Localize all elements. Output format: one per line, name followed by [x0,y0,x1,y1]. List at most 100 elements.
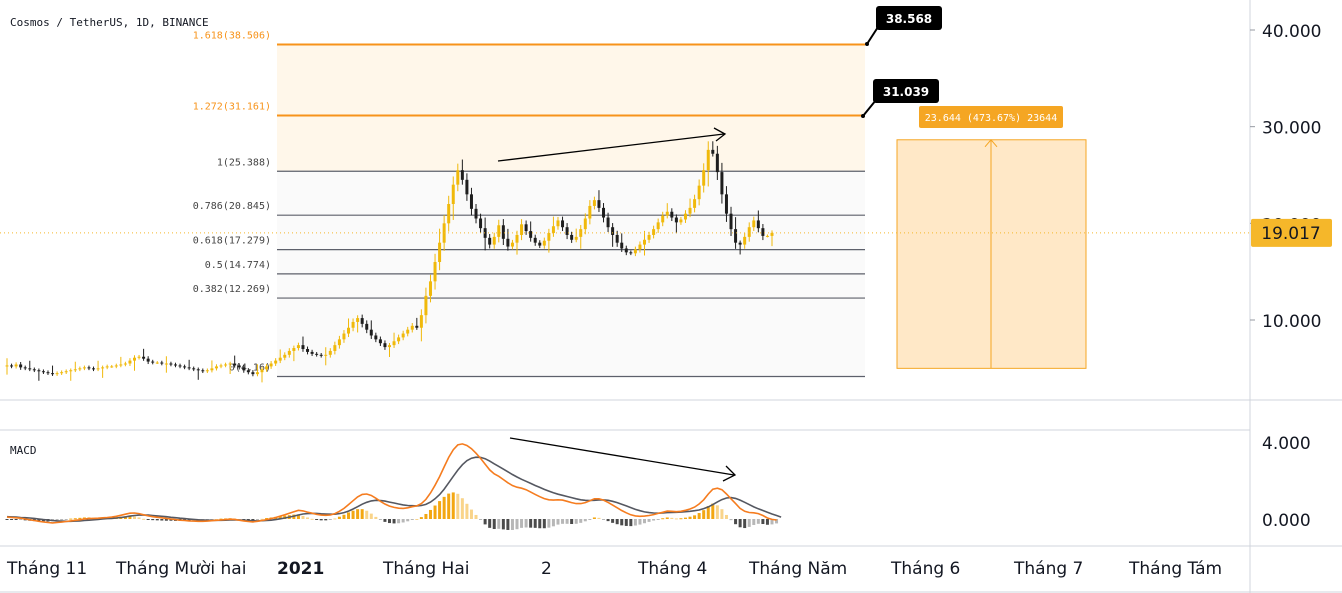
candle-body[interactable] [702,170,706,186]
candle-body[interactable] [620,242,624,249]
candle-body[interactable] [37,370,41,372]
candle-body[interactable] [447,204,451,224]
candle-body[interactable] [533,237,537,243]
candle-body[interactable] [69,370,73,372]
candle-body[interactable] [652,229,656,235]
candle-body[interactable] [369,329,373,336]
candle-body[interactable] [520,224,524,235]
candle-body[interactable] [378,339,382,344]
candle-body[interactable] [246,370,250,373]
candle-body[interactable] [529,231,533,238]
candle-body[interactable] [155,362,159,364]
candle-body[interactable] [697,185,701,200]
candle-body[interactable] [210,368,214,371]
candle-body[interactable] [734,229,738,243]
macd-signal-line[interactable] [6,456,782,523]
candle-body[interactable] [474,208,478,219]
candle-body[interactable] [524,224,528,232]
candle-body[interactable] [365,323,369,330]
candle-body[interactable] [670,211,674,218]
candle-body[interactable] [28,368,32,370]
candle-body[interactable] [55,373,59,375]
candle-body[interactable] [46,372,50,374]
candle-body[interactable] [41,371,45,373]
candle-body[interactable] [743,236,747,245]
candle-body[interactable] [428,281,432,296]
candle-body[interactable] [142,356,146,359]
candle-body[interactable] [629,252,633,254]
candle-body[interactable] [551,226,555,234]
candle-body[interactable] [483,228,487,238]
candle-body[interactable] [438,242,442,263]
candle-body[interactable] [164,363,168,365]
candle-body[interactable] [228,363,232,365]
candle-body[interactable] [460,170,464,180]
candle-body[interactable] [356,318,360,322]
price-callout-31039[interactable]: 31.039 [861,79,939,118]
candle-body[interactable] [615,234,619,243]
time-axis[interactable]: Tháng 11 Tháng Mười hai 2021 Tháng Hai 2 Thán… [6,559,1222,579]
candle-body[interactable] [547,233,551,241]
candle-body[interactable] [105,366,109,368]
candle-body[interactable] [561,220,565,228]
candle-body[interactable] [602,207,606,218]
candle-body[interactable] [342,333,346,340]
candle-body[interactable] [306,349,310,352]
candle-body[interactable] [92,368,96,370]
candle-body[interactable] [351,321,355,328]
candle-body[interactable] [169,363,173,365]
candle-body[interactable] [392,341,396,346]
candle-body[interactable] [310,351,314,354]
candle-body[interactable] [146,358,150,362]
candle-body[interactable] [337,339,341,346]
candle-body[interactable] [715,153,719,173]
candle-body[interactable] [205,370,209,372]
candle-body[interactable] [233,363,237,366]
candle-body[interactable] [465,179,469,195]
candle-body[interactable] [201,370,205,372]
candle-body[interactable] [633,249,637,254]
candle-body[interactable] [556,220,560,227]
candle-body[interactable] [374,335,378,340]
candle-body[interactable] [237,365,241,368]
symbol-title[interactable]: Cosmos / TetherUS, 1D, BINANCE [10,16,209,29]
candle-body[interactable] [574,236,578,240]
candle-body[interactable] [296,345,300,349]
candle-body[interactable] [738,242,742,245]
candle-body[interactable] [729,213,733,230]
candle-body[interactable] [770,232,774,236]
candle-body[interactable] [10,365,14,367]
macd-line[interactable] [6,443,777,524]
candle-body[interactable] [73,369,77,371]
price-callout-38568[interactable]: 38.568 [865,6,942,46]
candle-body[interactable] [656,222,660,230]
candle-body[interactable] [488,237,492,245]
candle-body[interactable] [756,220,760,229]
candle-body[interactable] [643,239,646,245]
candle-body[interactable] [178,365,182,367]
candle-body[interactable] [5,365,9,367]
candle-body[interactable] [492,236,496,245]
candle-body[interactable] [64,371,68,373]
candle-body[interactable] [360,318,364,324]
candle-body[interactable] [278,357,282,361]
candle-body[interactable] [114,365,118,367]
candle-body[interactable] [324,354,328,356]
candle-body[interactable] [674,217,678,223]
candle-body[interactable] [82,367,86,369]
candle-body[interactable] [255,372,259,375]
candle-body[interactable] [133,357,136,361]
candle-body[interactable] [711,149,715,154]
candle-body[interactable] [706,149,710,171]
macd-divergence-arrow[interactable] [509,437,737,482]
candle-body[interactable] [510,242,514,247]
candle-body[interactable] [219,365,223,367]
candle-body[interactable] [187,367,191,369]
candle-body[interactable] [173,364,177,366]
candle-body[interactable] [570,234,574,240]
candle-body[interactable] [679,219,683,223]
candle-body[interactable] [451,184,455,205]
candle-body[interactable] [32,369,36,371]
candle-body[interactable] [424,295,428,316]
